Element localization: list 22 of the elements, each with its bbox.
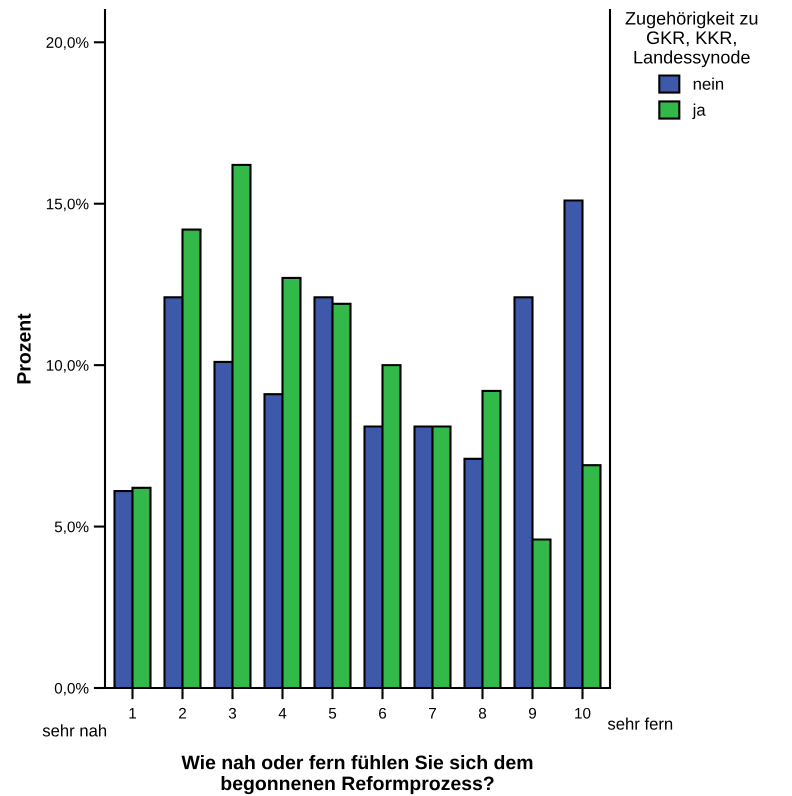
legend-label: ja	[692, 104, 706, 120]
x-tick-label: 5	[328, 708, 336, 719]
x-tick-label: 2	[179, 708, 186, 719]
y-axis-title: Prozent	[17, 314, 31, 384]
x-tick-label: 3	[228, 708, 236, 719]
legend-title: Zugehörigkeit zu GKR, KKR, Landessynode	[626, 11, 758, 68]
y-tick-label: 10,0%	[46, 360, 88, 373]
x-tick-label: 9	[528, 708, 536, 719]
y-tick-label: 15,0%	[46, 198, 88, 212]
x-tick-label: 7	[429, 708, 436, 719]
x-axis-title: Wie nah oder fern fühlen Sie sich dem begonnenen Reformprozess?	[182, 755, 532, 794]
text: sehr fern	[608, 718, 672, 730]
x-tick-label: 6	[379, 708, 386, 719]
legend-label: nein	[694, 78, 724, 90]
y-tick-label: 5,0%	[54, 521, 88, 534]
y-tick-label: 0,0%	[54, 682, 88, 696]
x-tick-label: 10	[575, 708, 590, 719]
x-tick-label: 4	[278, 708, 286, 719]
y-tick-label: 20,0%	[46, 37, 88, 50]
x-tick-label: 8	[478, 708, 486, 719]
text: sehr nah	[42, 724, 106, 737]
x-tick-label: 1	[129, 708, 136, 719]
